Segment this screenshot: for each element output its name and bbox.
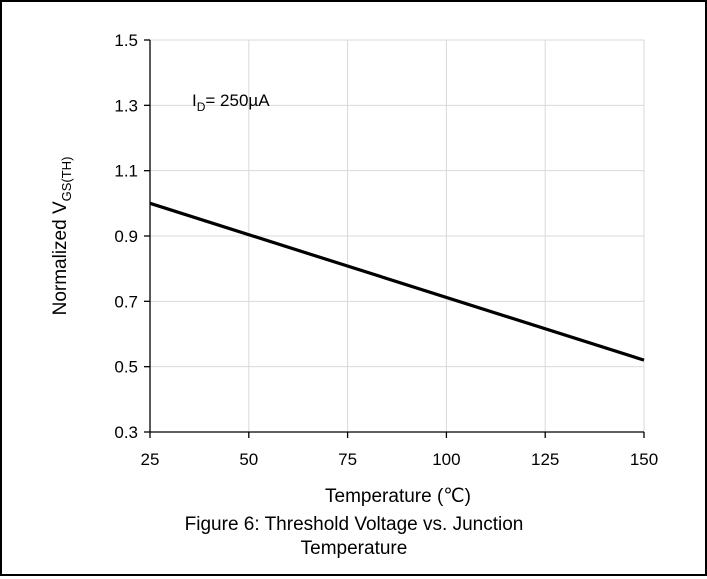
y-tick-label: 0.3 <box>114 423 138 442</box>
figure-caption-line-2: Temperature <box>301 538 408 559</box>
x-tick-label: 150 <box>630 450 658 469</box>
y-tick-label: 0.9 <box>114 227 138 246</box>
y-tick-label: 1.5 <box>114 31 138 50</box>
x-tick-label: 100 <box>432 450 460 469</box>
x-tick-label: 75 <box>338 450 357 469</box>
axes <box>144 39 645 438</box>
y-axis-title: Normalized VGS(TH) <box>50 157 74 316</box>
grid-lines <box>150 39 645 432</box>
series-group <box>149 201 645 362</box>
x-tick-label: 50 <box>239 450 258 469</box>
x-axis-title: Temperature (℃) <box>325 486 471 507</box>
y-tick-label: 0.5 <box>114 358 138 377</box>
x-tick-label: 125 <box>531 450 559 469</box>
series-line <box>149 201 645 362</box>
x-tick-label: 25 <box>141 450 160 469</box>
tick-labels: 0.3 0.5 0.7 0.9 1.1 1.3 1.5 25 50 75 100 125 150 <box>114 31 658 469</box>
annotation-label: ID= 250µA <box>192 91 270 114</box>
y-tick-label: 1.1 <box>114 162 138 181</box>
y-tick-label: 0.7 <box>114 292 138 311</box>
figure-caption-line-1: Figure 6: Threshold Voltage vs. Junction <box>185 514 524 535</box>
y-tick-label: 1.3 <box>114 96 138 115</box>
